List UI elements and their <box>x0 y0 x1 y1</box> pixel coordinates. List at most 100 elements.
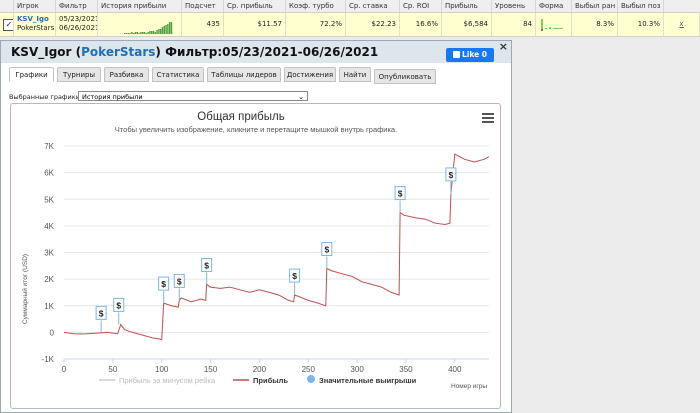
tab-tournaments[interactable]: Турниры <box>57 67 101 82</box>
paren-open: ( <box>75 45 82 59</box>
big-win-marker[interactable]: $ <box>95 305 107 333</box>
facebook-icon <box>452 51 460 58</box>
x-tick-label: 400 <box>448 365 462 374</box>
sparkline-bar <box>127 33 129 34</box>
col-history-header[interactable]: История прибыли <box>98 0 182 12</box>
x-tick-label: 300 <box>350 365 364 374</box>
profit-series-line[interactable] <box>63 153 490 341</box>
y-tick-label: -1K <box>42 355 55 364</box>
x-tick-label: 0 <box>62 365 67 374</box>
hamburger-menu-icon[interactable] <box>482 113 494 123</box>
sparkline-bar <box>165 25 167 34</box>
history-sparkline[interactable] <box>98 13 182 36</box>
panel-filter-text: Фильтр:05/23/2021-06/26/2021 <box>165 45 379 59</box>
form-cell <box>536 13 572 36</box>
tab-leaderboards[interactable]: Таблицы лидеров <box>207 67 281 82</box>
player-cell: KSV_Igo PokerStars <box>14 13 56 36</box>
profit-chart[interactable]: Общая прибыль Чтобы увеличить изображени… <box>11 104 500 408</box>
big-win-label: $ <box>161 279 166 289</box>
sparkline-bar <box>149 31 151 34</box>
sparkline-bar <box>138 33 140 34</box>
x-tick-label: 100 <box>155 365 169 374</box>
y-axis-label: Суммарный итог (USD) <box>21 254 29 324</box>
close-icon[interactable]: × <box>498 40 508 53</box>
sparkline-bar <box>163 26 165 34</box>
panel-player-name: KSV_Igor <box>11 45 72 59</box>
legend-item-rake[interactable]: Прибыль за минусом рейка <box>119 376 216 385</box>
chart-container: Общая прибыль Чтобы увеличить изображени… <box>10 103 501 409</box>
grid-header: Игрок Фильтр История прибыли Подсчет Ср.… <box>0 0 700 13</box>
big-win-marker[interactable]: $ <box>321 241 333 269</box>
filter-from: 05/23/2021 <box>59 15 98 23</box>
col-early-header[interactable]: Выбыл ран <box>572 0 618 12</box>
chart-select-value: История прибыли <box>82 93 143 101</box>
panel-site-link[interactable]: PokerStars <box>81 45 156 59</box>
col-late-header[interactable]: Выбыл поз <box>618 0 664 12</box>
big-win-label: $ <box>449 170 454 180</box>
sparkline-bar <box>160 29 162 34</box>
col-turbo-header[interactable]: Коэф. турбо <box>286 0 346 12</box>
big-win-label: $ <box>177 276 182 286</box>
big-win-marker[interactable]: $ <box>158 276 170 304</box>
player-details-panel: KSV_Igor (PokerStars) Фильтр:05/23/2021-… <box>0 40 512 413</box>
big-win-marker[interactable]: $ <box>445 167 457 194</box>
tab-search[interactable]: Найти <box>339 67 371 82</box>
y-tick-label: 7K <box>44 142 54 151</box>
y-tick-label: 6K <box>44 169 54 178</box>
tab-breakdown[interactable]: Разбивка <box>104 67 149 82</box>
form-sparkline <box>541 19 563 31</box>
big-win-label: $ <box>204 260 209 270</box>
big-win-marker[interactable]: $ <box>289 268 301 296</box>
table-row[interactable]: ✓ KSV_Igo PokerStars 05/23/2021 06/26/20… <box>0 13 700 37</box>
row-checkbox[interactable]: ✓ <box>3 19 13 31</box>
big-win-marker[interactable]: $ <box>394 186 406 213</box>
sparkline-bar <box>134 32 137 34</box>
sparkline-bar <box>133 33 135 34</box>
tab-statistics[interactable]: Статистика <box>152 67 204 82</box>
col-filter-header[interactable]: Фильтр <box>56 0 98 12</box>
turbo-cell: 72.2% <box>286 13 346 36</box>
col-form-header[interactable]: Форма <box>536 0 572 12</box>
col-player-header[interactable]: Игрок <box>14 0 56 12</box>
row-remove-button[interactable]: x <box>664 13 700 36</box>
sparkline-bar <box>154 32 156 34</box>
roi-cell: 16.6% <box>400 13 442 36</box>
sparkline-bar <box>142 32 144 34</box>
count-cell: 435 <box>182 13 224 36</box>
col-roi-header[interactable]: Ср. ROI <box>400 0 442 12</box>
level-cell: 84 <box>492 13 536 36</box>
big-win-marker[interactable]: $ <box>113 297 125 325</box>
big-win-marker[interactable]: $ <box>201 257 213 285</box>
chart-title: Общая прибыль <box>197 111 284 123</box>
chart-legend: Прибыль за минусом рейка Прибыль Значите… <box>99 375 417 385</box>
tab-achievements[interactable]: Достижения <box>284 67 336 82</box>
big-win-label: $ <box>398 189 403 199</box>
player-link[interactable]: KSV_Igo <box>17 15 49 23</box>
tab-charts[interactable]: Графики <box>9 67 54 82</box>
sparkline-bar <box>170 22 173 34</box>
legend-item-big-wins[interactable]: Значительные выигрыши <box>319 376 417 385</box>
col-avg-stake-header[interactable]: Ср. ставка <box>346 0 400 12</box>
legend-item-profit[interactable]: Прибыль <box>253 376 288 385</box>
filter-to: 06/26/2021 <box>59 24 98 32</box>
x-tick-label: 50 <box>108 365 117 374</box>
y-tick-label: 4K <box>44 222 54 231</box>
col-level-header[interactable]: Уровень <box>492 0 536 12</box>
sparkline-bar <box>129 33 131 34</box>
results-grid: Игрок Фильтр История прибыли Подсчет Ср.… <box>0 0 700 37</box>
x-tick-label: 350 <box>399 365 413 374</box>
col-count-header[interactable]: Подсчет <box>182 0 224 12</box>
big-win-marker[interactable]: $ <box>173 273 185 301</box>
sparkline-bar <box>151 31 153 34</box>
col-profit-header[interactable]: Прибыль <box>442 0 492 12</box>
sparkline-bar <box>158 29 160 34</box>
panel-title: KSV_Igor (PokerStars) Фильтр:05/23/2021-… <box>11 45 378 59</box>
chart-select[interactable]: История прибыли ⌄ <box>78 91 308 101</box>
tab-publish[interactable]: Опубликовать <box>374 69 436 84</box>
big-win-label: $ <box>324 244 329 254</box>
facebook-like-button[interactable]: Like 0 <box>446 48 494 62</box>
sparkline-bar <box>167 24 169 34</box>
avg-stake-cell: $22.23 <box>346 13 400 36</box>
col-avg-profit-header[interactable]: Ср. прибыль <box>224 0 286 12</box>
sparkline-bar <box>169 22 171 34</box>
